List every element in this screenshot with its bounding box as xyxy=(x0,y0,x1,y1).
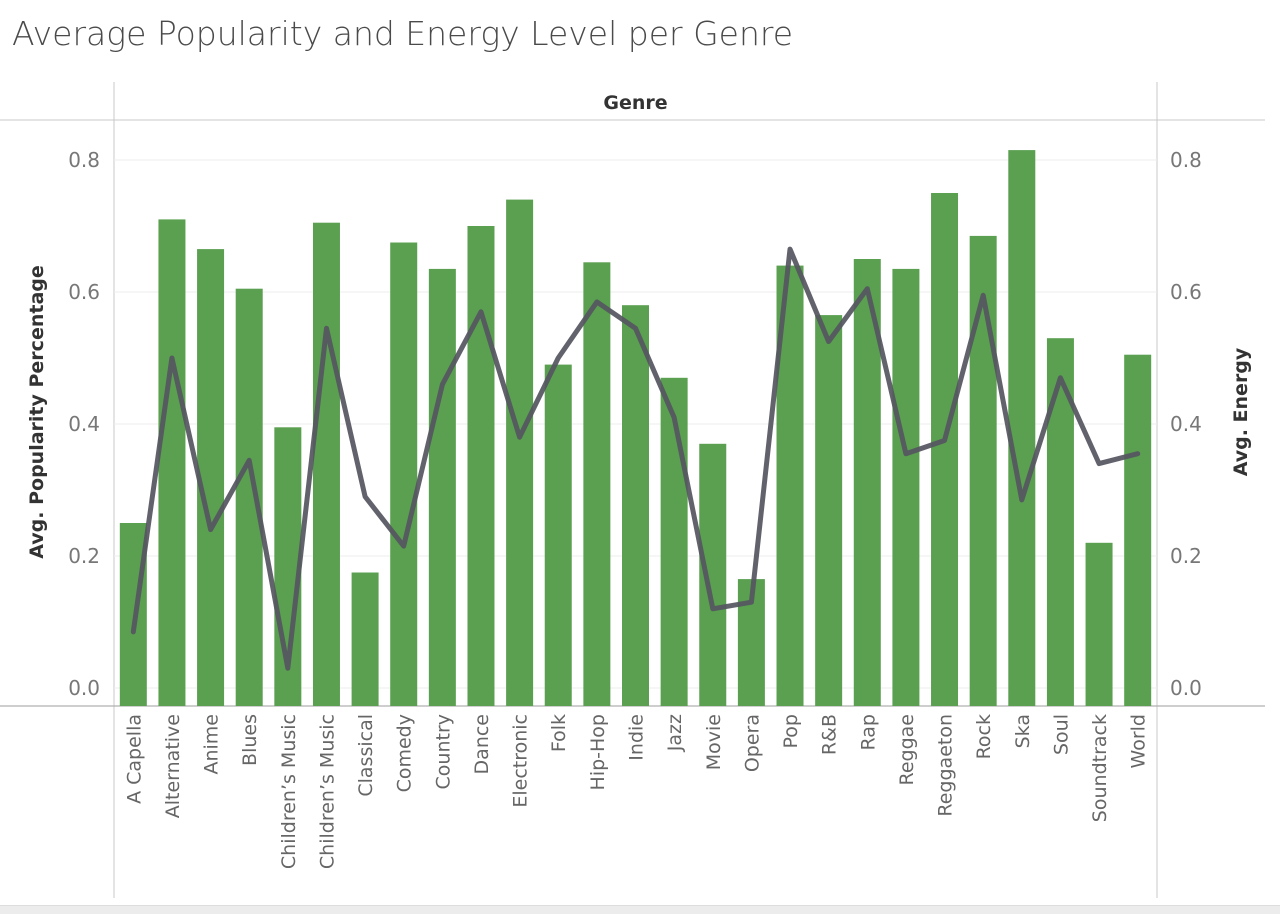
x-tick-label: Pop xyxy=(780,714,802,748)
left-axis-ticks: 0.0 0.2 0.4 0.6 0.8 xyxy=(68,148,100,700)
bar xyxy=(235,288,263,706)
left-tick-label: 0.6 xyxy=(68,280,100,304)
x-tick-label: Hip-Hop xyxy=(587,714,609,790)
bar xyxy=(197,249,225,706)
x-tick-label: Reggae xyxy=(896,714,918,786)
bar xyxy=(158,219,186,706)
bar xyxy=(622,305,649,706)
x-tick-label: Rap xyxy=(857,714,879,751)
x-tick-label: World xyxy=(1128,714,1150,768)
right-tick-label: 0.2 xyxy=(1170,544,1202,568)
bottom-scrollbar xyxy=(0,905,1280,914)
x-tick-label: Jazz xyxy=(664,714,686,752)
bar xyxy=(506,199,534,706)
x-tick-label: A Capella xyxy=(123,714,145,804)
column-header: Genre xyxy=(603,92,667,114)
x-tick-label: Movie xyxy=(703,714,725,770)
y-axis-label: Avg. Popularity Percentage xyxy=(26,265,48,559)
y2-axis-label: Avg. Energy xyxy=(1230,347,1252,476)
bar xyxy=(583,262,611,706)
left-tick-label: 0.0 xyxy=(68,676,100,700)
x-tick-label: Soul xyxy=(1050,714,1072,755)
bar xyxy=(1085,542,1113,706)
x-tick-label: Folk xyxy=(548,714,570,752)
right-axis-ticks: 0.0 0.2 0.4 0.6 0.8 xyxy=(1170,148,1202,700)
x-tick-label: Anime xyxy=(201,714,223,775)
x-tick-label: Children’s Music xyxy=(317,714,339,869)
x-axis-labels: A Capella Alternative Anime Blues Children’s… xyxy=(123,714,1149,869)
bar xyxy=(1008,150,1036,707)
x-tick-label: Rock xyxy=(973,714,995,759)
bar xyxy=(815,315,843,706)
bar xyxy=(969,235,997,706)
right-tick-label: 0.4 xyxy=(1170,412,1202,436)
x-tick-label: Children’s Music xyxy=(278,714,300,869)
x-tick-label: Reggaeton xyxy=(935,714,957,817)
x-tick-label: Comedy xyxy=(394,714,416,792)
x-tick-label: Soundtrack xyxy=(1089,714,1111,822)
popularity-bars xyxy=(119,150,1152,707)
left-tick-label: 0.2 xyxy=(68,544,100,568)
right-tick-label: 0.0 xyxy=(1170,676,1202,700)
bar xyxy=(390,242,418,706)
x-tick-label: Opera xyxy=(741,714,763,772)
bar xyxy=(1124,354,1152,706)
energy-series-line xyxy=(130,246,1141,671)
left-tick-label: 0.4 xyxy=(68,412,100,436)
energy-line xyxy=(130,246,1141,671)
left-tick-label: 0.8 xyxy=(68,148,100,172)
bar xyxy=(931,193,959,706)
bar xyxy=(428,268,456,706)
x-tick-label: Indie xyxy=(626,714,648,761)
bar xyxy=(699,443,727,706)
x-tick-label: R&B xyxy=(819,714,841,755)
bar xyxy=(351,572,379,706)
x-tick-label: Classical xyxy=(355,714,377,797)
bar xyxy=(544,364,572,706)
x-tick-label: Country xyxy=(432,714,454,789)
bar xyxy=(467,226,495,706)
right-tick-label: 0.6 xyxy=(1170,280,1202,304)
bar xyxy=(312,222,340,706)
x-tick-label: Electronic xyxy=(510,714,532,808)
bar xyxy=(892,268,920,706)
right-tick-label: 0.8 xyxy=(1170,148,1202,172)
x-tick-label: Alternative xyxy=(162,714,184,818)
bar xyxy=(660,377,688,706)
chart-title: Average Popularity and Energy Level per … xyxy=(12,14,794,53)
x-tick-label: Dance xyxy=(471,714,493,774)
x-tick-label: Blues xyxy=(239,714,261,766)
x-tick-label: Ska xyxy=(1012,714,1034,748)
